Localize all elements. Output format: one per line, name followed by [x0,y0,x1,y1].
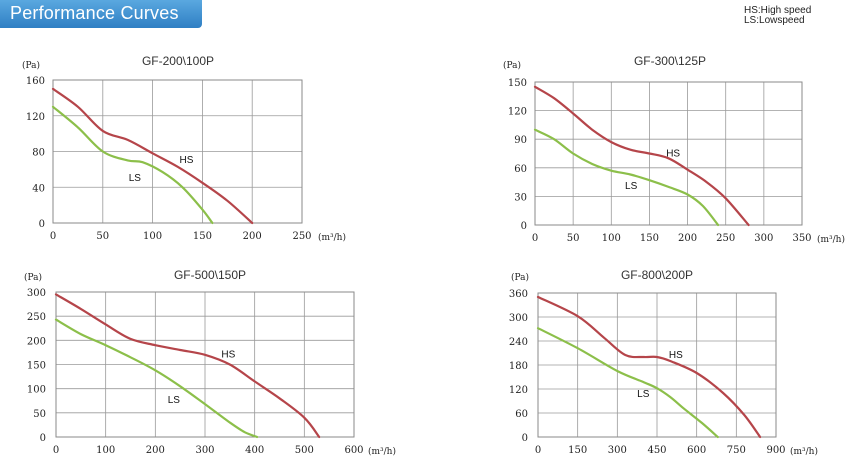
y-tick-label: 0 [40,433,46,444]
y-axis-label: (Pa) [22,60,40,71]
x-tick-label: 900 [766,445,785,456]
x-tick-label: 100 [602,233,621,244]
y-tick-label: 120 [509,385,528,396]
x-tick-label: 100 [143,231,162,242]
series-line-ls [536,327,719,439]
y-tick-label: 0 [522,433,528,444]
x-tick-label: 50 [567,233,580,244]
y-tick-label: 150 [27,361,46,372]
x-axis-unit: (m³/h) [368,446,396,457]
x-tick-label: 450 [647,445,666,456]
plot-frame [537,292,777,438]
x-axis-unit: (m³/h) [318,232,346,243]
x-tick-label: 600 [344,445,363,456]
chart-title: GF-300\125P [634,54,706,68]
chart-1: GF-200\100P (Pa) 0 40 80 120 160 0 50 100 150 200 25… [22,54,346,243]
y-tick-label: 300 [509,313,528,324]
y-tick-label: 120 [508,107,527,118]
plot-frame [52,79,303,224]
x-tick-label: 350 [792,233,811,244]
y-tick-label: 50 [33,409,46,420]
x-tick-label: 200 [678,233,697,244]
y-tick-label: 360 [509,289,528,300]
y-tick-label: 300 [27,288,46,299]
chart-title: GF-800\200P [621,268,693,282]
series-line-hs [536,295,762,439]
x-tick-label: 200 [146,445,165,456]
chart-3: GF-500\150P (Pa) 0 50 100 150 200 250 300 0 100 200… [24,268,396,457]
chart-title: GF-500\150P [174,268,246,282]
x-tick-label: 400 [245,445,264,456]
y-tick-label: 0 [521,221,527,232]
x-tick-label: 600 [687,445,706,456]
series-label-ls: LS [129,173,142,184]
y-tick-label: 80 [32,148,45,159]
y-tick-label: 180 [509,361,528,372]
x-tick-label: 250 [292,231,311,242]
x-tick-label: 300 [754,233,773,244]
y-tick-label: 30 [514,192,527,203]
chart-title: GF-200\100P [142,54,214,68]
x-tick-label: 0 [53,445,59,456]
y-tick-label: 90 [514,135,527,146]
plot-frame [534,81,803,226]
legend-ls-text: LS:Lowspeed [744,15,805,26]
series-line-ls [54,318,259,439]
chart-4: GF-800\200P (Pa) 0 60 120 180 240 300 360 0 150 300… [509,268,818,457]
x-tick-label: 200 [243,231,262,242]
series-label-ls: LS [168,395,181,406]
chart-2: GF-300\125P (Pa) 0 30 60 90 120 150 0 50 100 150 200… [503,54,845,245]
y-tick-label: 0 [39,219,45,230]
x-tick-label: 0 [50,231,56,242]
series-line-ls [51,105,214,225]
series-label-ls: LS [637,389,650,400]
series-line-ls [533,128,720,227]
y-axis-label: (Pa) [24,272,42,283]
x-tick-label: 250 [716,233,735,244]
section-title: Performance Curves [10,3,179,23]
series-line-hs [51,87,254,225]
series-label-ls: LS [625,181,638,192]
series-line-hs [533,85,750,227]
y-tick-label: 120 [26,112,45,123]
series-label-hs: HS [669,350,683,361]
series-label-hs: HS [221,349,235,360]
x-tick-label: 750 [727,445,746,456]
y-axis-label: (Pa) [511,272,529,283]
series-label-hs: HS [179,155,193,166]
x-tick-label: 500 [295,445,314,456]
x-tick-label: 100 [96,445,115,456]
x-tick-label: 300 [608,445,627,456]
x-tick-label: 300 [195,445,214,456]
x-axis-unit: (m³/h) [790,446,818,457]
y-tick-label: 240 [509,337,528,348]
x-tick-label: 150 [640,233,659,244]
section-title-tab: Performance Curves [0,0,202,28]
y-axis-label: (Pa) [503,60,521,71]
y-tick-label: 250 [27,312,46,323]
y-tick-label: 200 [27,336,46,347]
y-tick-label: 100 [27,385,46,396]
y-tick-label: 160 [26,76,45,87]
y-tick-label: 150 [508,78,527,89]
y-tick-label: 60 [514,164,527,175]
legend-hs-text: HS:High speed [744,5,812,16]
x-tick-label: 0 [535,445,541,456]
series-line-hs [54,293,321,439]
plot-frame [55,291,355,438]
x-tick-label: 50 [96,231,109,242]
x-tick-label: 0 [532,233,538,244]
x-axis-unit: (m³/h) [817,234,845,245]
x-tick-label: 150 [568,445,587,456]
x-tick-label: 150 [193,231,212,242]
y-tick-label: 60 [515,409,528,420]
series-label-hs: HS [666,148,680,159]
y-tick-label: 40 [32,183,45,194]
